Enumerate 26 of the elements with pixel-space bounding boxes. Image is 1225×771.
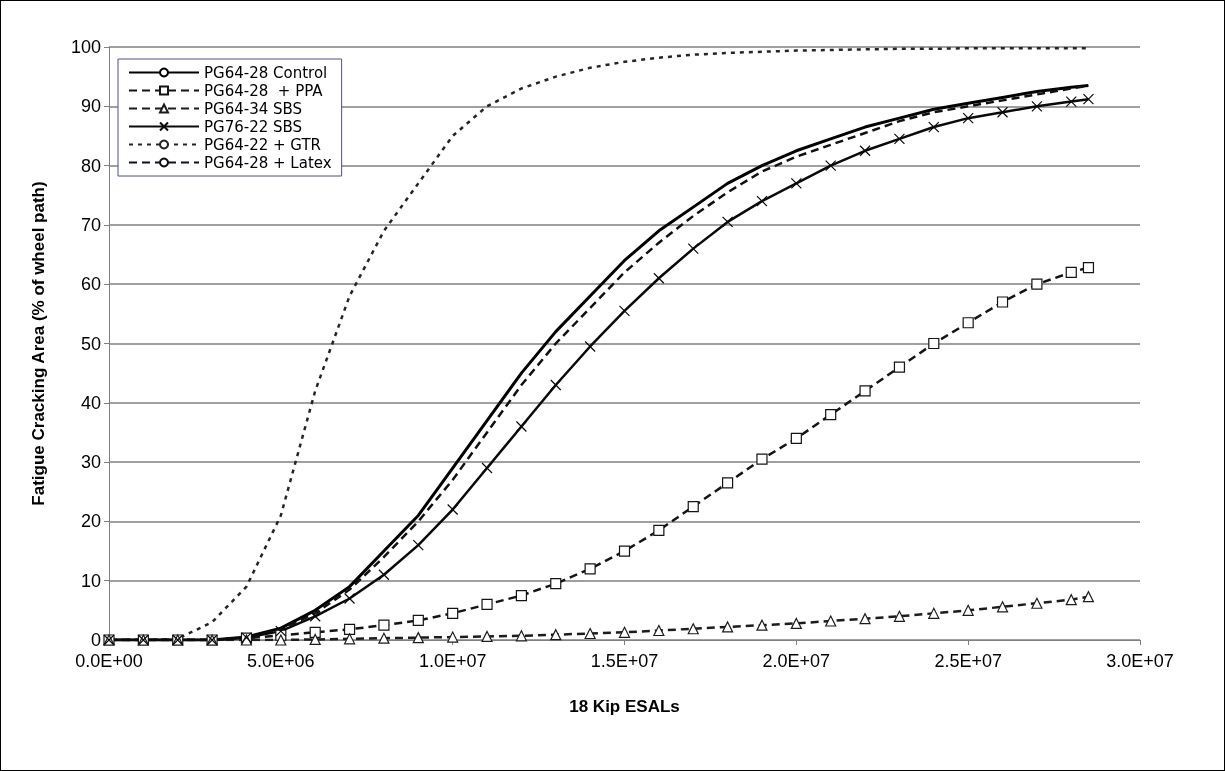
y-tick-label: 90 (80, 96, 101, 117)
legend-label: PG64-28 Control (204, 63, 328, 82)
legend-label: PG64-28 + Latex (204, 153, 332, 172)
y-tick-label: 10 (80, 570, 101, 591)
y-tick-label: 0 (90, 630, 101, 650)
legend-label: PG64-34 SBS (204, 99, 303, 118)
x-tick-label: 0.0E+00 (75, 651, 143, 671)
y-tick-label: 100 (70, 37, 101, 57)
x-tick-label: 2.5E+07 (934, 651, 1002, 671)
y-tick-label: 60 (80, 274, 101, 295)
legend-label: PG64-22 + GTR (204, 135, 322, 154)
y-tick-label: 30 (80, 452, 101, 473)
x-axis-title: 18 Kip ESALs (569, 697, 680, 716)
y-tick-label: 50 (80, 333, 101, 354)
y-tick-label: 80 (80, 155, 101, 176)
x-tick-label: 2.0E+07 (762, 651, 831, 671)
x-tick-label: 5.0E+06 (247, 651, 315, 671)
x-tick-label: 1.5E+07 (590, 651, 659, 671)
y-tick-label: 40 (80, 392, 101, 413)
y-tick-label: 20 (80, 511, 101, 532)
y-tick-label: 70 (80, 214, 101, 235)
legend-label: PG64-28 + PPA (204, 81, 324, 100)
y-axis-title: Fatigue Cracking Area (% of wheel path) (29, 181, 48, 506)
x-tick-label: 1.0E+07 (418, 651, 487, 671)
legend-label: PG76-22 SBS (204, 117, 303, 136)
x-tick-label: 3.0E+07 (1106, 651, 1174, 671)
